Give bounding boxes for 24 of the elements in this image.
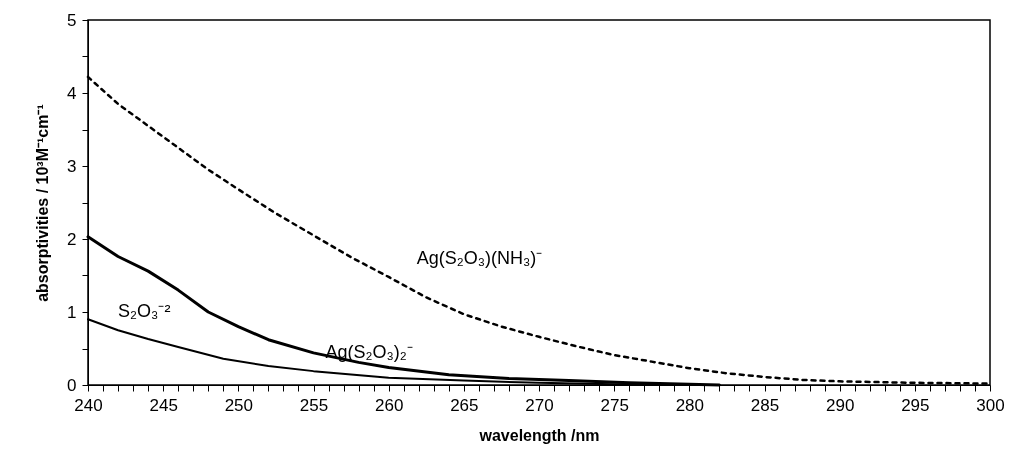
x-tick-label: 265 [450, 395, 479, 415]
x-tick-label: 290 [825, 395, 855, 415]
series-label: Ag(S₂O₃)(NH₃)⁻ [416, 247, 543, 268]
x-tick-label: 300 [976, 395, 1005, 415]
y-tick-label: 5 [67, 10, 77, 30]
x-tick-label: 250 [224, 395, 254, 415]
x-tick-label: 275 [600, 395, 629, 415]
x-tick-label: 245 [149, 395, 178, 415]
x-tick-label: 285 [750, 395, 780, 415]
x-tick-label: 295 [901, 395, 930, 415]
series-label: Ag(S₂O₃)₂⁻ [325, 341, 413, 362]
x-tick-label: 280 [675, 395, 705, 415]
y-tick-label: 0 [67, 375, 77, 395]
series-label: S₂O₃⁻² [118, 301, 171, 322]
x-axis-title: wavelength /nm [478, 426, 600, 444]
y-tick-label: 2 [67, 229, 77, 249]
x-tick-label: 260 [374, 395, 404, 415]
y-axis-title: absorptivities / 10³M⁻¹cm⁻¹ [34, 104, 52, 302]
x-tick-label: 255 [299, 395, 329, 415]
y-tick-label: 4 [67, 83, 77, 103]
y-tick-label: 3 [67, 156, 77, 176]
x-tick-label: 240 [74, 395, 103, 415]
x-tick-label: 270 [525, 395, 554, 415]
y-tick-label: 1 [67, 302, 77, 322]
